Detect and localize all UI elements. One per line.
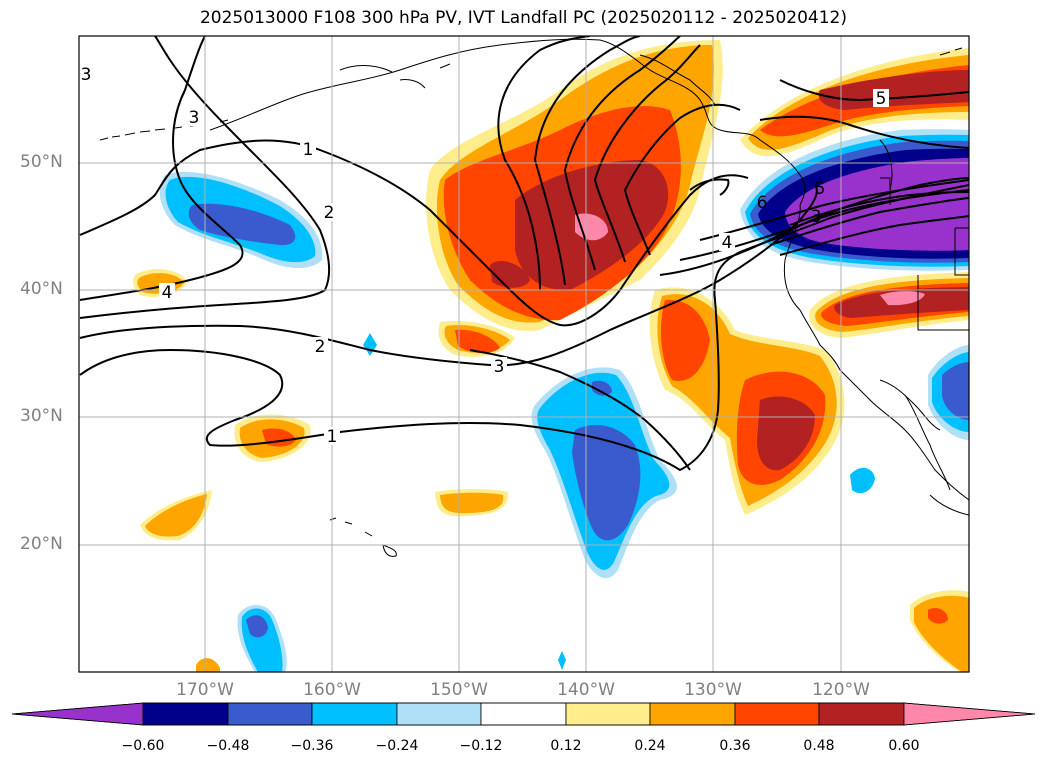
- lon-label: 120°W: [812, 680, 870, 700]
- colorbar-swatch: [649, 702, 736, 726]
- contour-label: 3: [494, 357, 505, 377]
- contour-label: 4: [722, 233, 733, 253]
- contour-label: 2: [324, 203, 335, 223]
- contour-label: 6: [757, 193, 768, 213]
- lon-label: 150°W: [430, 680, 488, 700]
- colorbar-tick-label: −0.48: [206, 738, 250, 754]
- colorbar-swatch: [227, 702, 313, 726]
- coastlines: [99, 38, 969, 557]
- colorbar-tick-label: 0.60: [888, 738, 920, 754]
- colorbar: [11, 702, 1036, 726]
- contour-label: 3: [81, 65, 92, 85]
- lat-label: 30°N: [20, 406, 63, 426]
- colorbar-tick-label: −0.12: [459, 738, 503, 754]
- contour-label: 3: [811, 207, 822, 227]
- lat-label: 20°N: [20, 534, 63, 554]
- colorbar-swatch: [818, 702, 905, 726]
- colorbar-tick-label: −0.36: [290, 738, 334, 754]
- contour-label: 1: [303, 140, 314, 160]
- contour-label: 3: [189, 108, 200, 128]
- lon-label: 130°W: [684, 680, 742, 700]
- colorbar-tick-label: −0.24: [375, 738, 419, 754]
- colorbar-tick-label: −0.60: [121, 738, 165, 754]
- colorbar-tick-label: 0.36: [719, 738, 751, 754]
- colorbar-tick-label: 0.12: [550, 738, 582, 754]
- contour-label: 2: [315, 337, 326, 357]
- map-frame: [78, 35, 970, 673]
- colorbar-swatch: [565, 702, 651, 726]
- colorbar-tick-label: 0.48: [803, 738, 835, 754]
- colorbar-swatch: [480, 702, 567, 726]
- colorbar-extend-min: [11, 702, 144, 726]
- graticule: [79, 36, 969, 672]
- colorbar-swatch: [142, 702, 229, 726]
- colorbar-swatch: [396, 702, 482, 726]
- colorbar-swatch: [311, 702, 398, 726]
- contour-label: 4: [162, 283, 173, 303]
- pv-contours: [79, 36, 969, 472]
- map-plot-area: 3 1 2 4 2 1 3 4 6 5 3 5 3: [79, 36, 969, 672]
- lat-label: 50°N: [20, 152, 63, 172]
- colorbar-swatch: [734, 702, 820, 726]
- map-title: 2025013000 F108 300 hPa PV, IVT Landfall…: [199, 8, 847, 28]
- contour-label: 5: [815, 179, 826, 199]
- colorbar-tick-label: 0.24: [634, 738, 666, 754]
- contour-label: 5: [876, 89, 887, 109]
- contour-label: 1: [327, 427, 338, 447]
- contour-labels: 3 1 2 4 2 1 3 4 6 5 3 5 3: [81, 65, 889, 447]
- lon-label: 160°W: [303, 680, 361, 700]
- lon-label: 170°W: [176, 680, 234, 700]
- colorbar-extend-max: [903, 702, 1036, 726]
- lon-label: 140°W: [557, 680, 615, 700]
- lat-label: 40°N: [20, 279, 63, 299]
